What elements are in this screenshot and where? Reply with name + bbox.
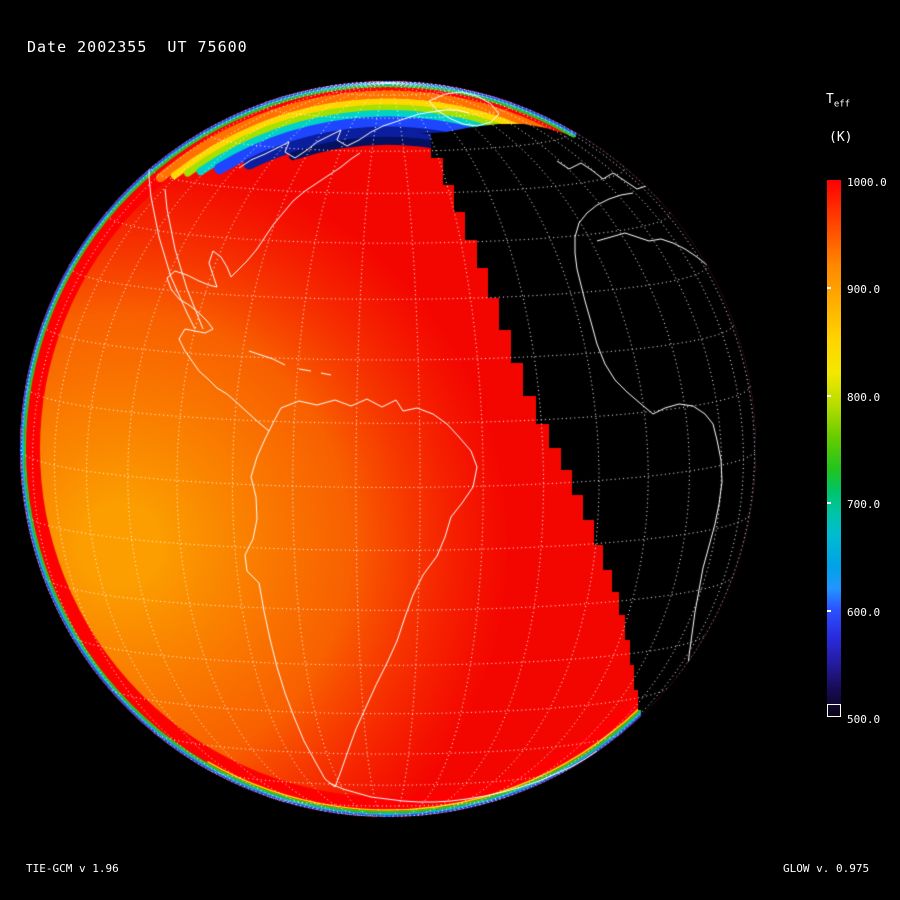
colorbar-label-1000: 1000.0 [847,176,887,189]
colorbar-title-main: T [826,92,834,107]
colorbar-tick-700 [827,502,831,505]
colorbar-tick-900 [827,287,831,290]
colorbar-tick-600 [827,609,831,612]
colorbar-title-sub: eff [833,99,851,110]
colorbar-bottom-cell [827,704,841,717]
colorbar-label-500: 500.0 [847,713,881,726]
glow-version-label: GLOW v. 0.975 [783,862,870,875]
colorbar-tick-800 [827,394,831,397]
colorbar-units: (K) [829,130,853,145]
colorbar-label-900: 900.0 [847,283,881,296]
colorbar [827,180,841,717]
model-version-label: TIE-GCM v 1.96 [26,862,119,875]
colorbar-gradient [827,180,841,717]
colorbar-label-800: 800.0 [847,391,881,404]
colorbar-label-700: 700.0 [847,498,881,511]
colorbar-label-600: 600.0 [847,606,881,619]
date-label: Date 2002355 UT 75600 [27,38,248,56]
colorbar-title: Teff [826,92,850,110]
